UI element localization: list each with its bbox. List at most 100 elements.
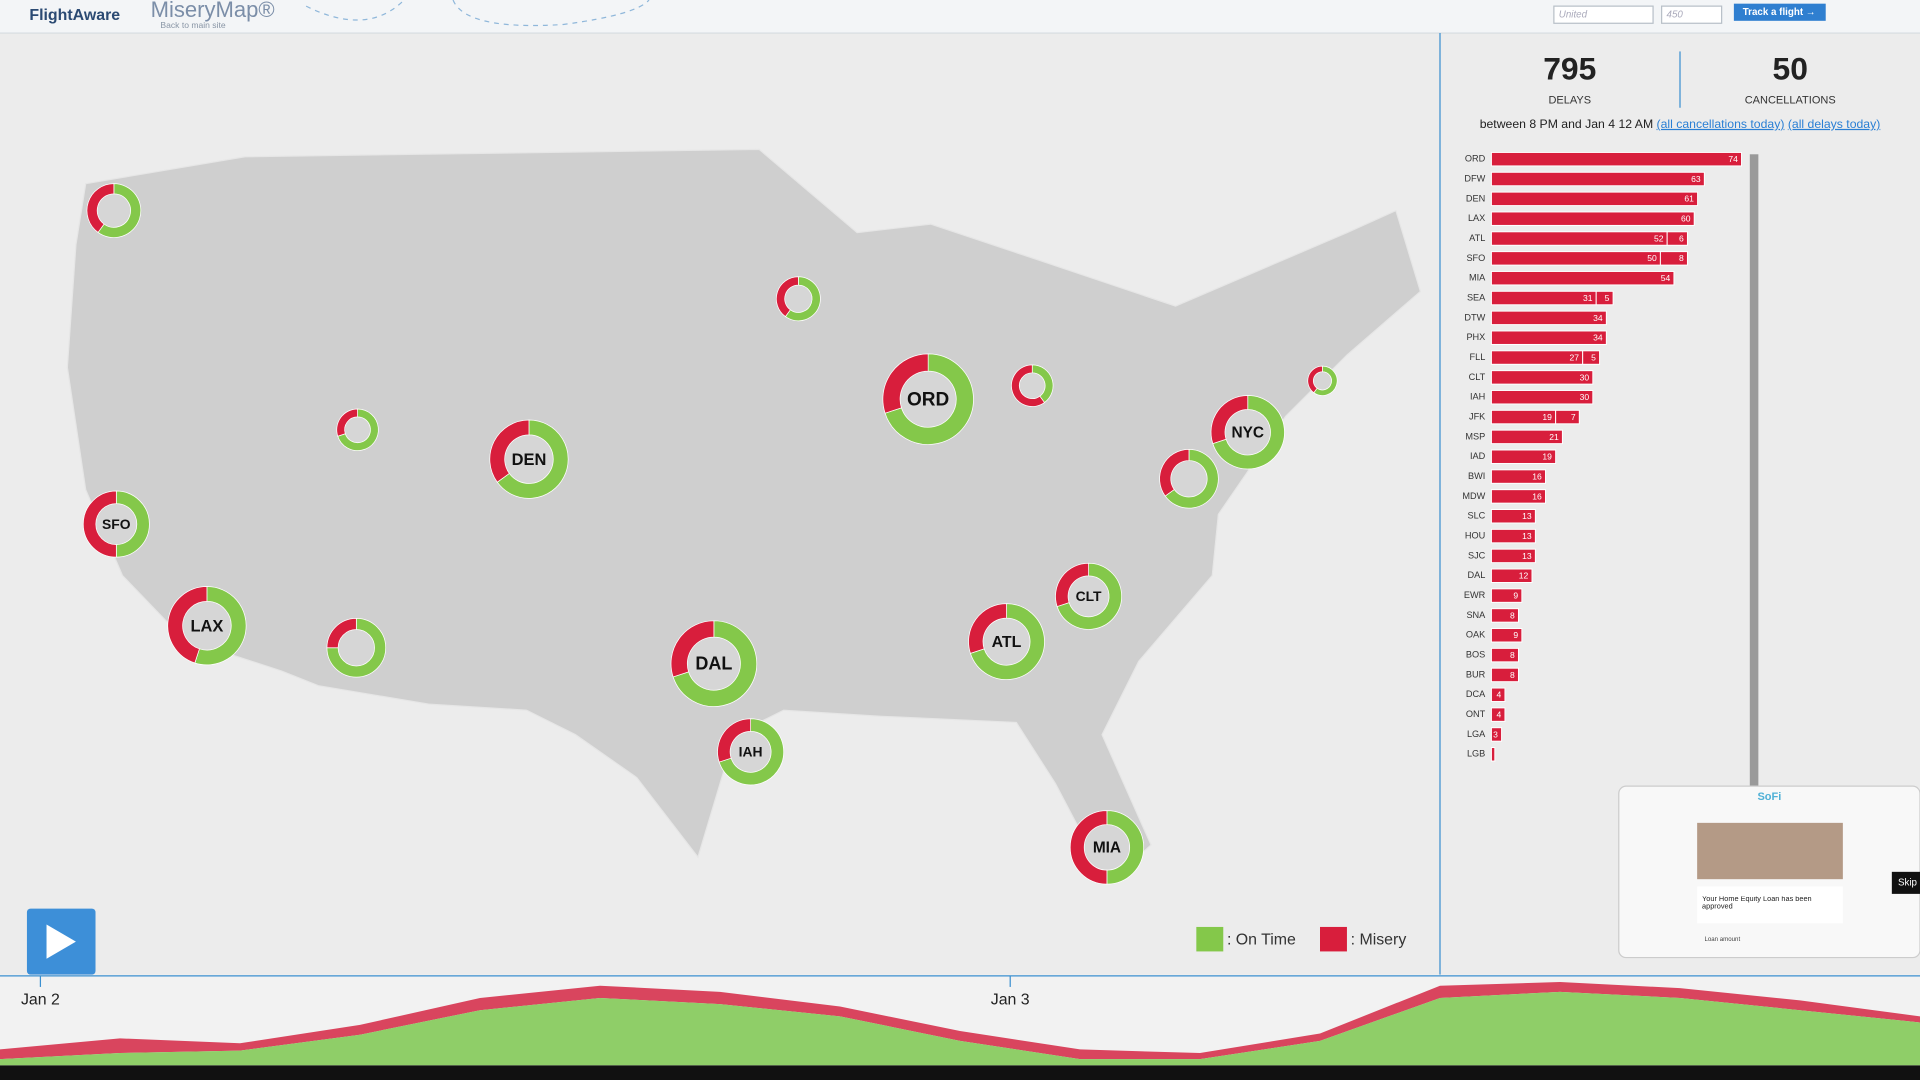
bar-segment: [1490, 548, 1536, 564]
airport-label: MIA: [1469, 273, 1486, 283]
airport-label: EWR: [1464, 590, 1486, 600]
airport-label: DTW: [1464, 312, 1485, 322]
back-link[interactable]: Back to main site: [160, 20, 225, 30]
on-time-arc: [194, 586, 247, 666]
bar-segment: [1490, 231, 1668, 246]
airport-label: ORD: [1465, 154, 1486, 164]
bar-value-label: 9: [1513, 590, 1518, 600]
airport-label: LGA: [1467, 729, 1486, 739]
bar-segment: [1490, 568, 1533, 583]
misery-arc: [1055, 562, 1089, 608]
airport-code: LAX: [191, 617, 224, 635]
cancellations-link[interactable]: (all cancellations today): [1657, 117, 1785, 131]
bar-value-label: 34: [1593, 333, 1603, 343]
airport-label: PHX: [1466, 332, 1485, 342]
bar-segment: [1490, 251, 1661, 266]
misery-arc: [167, 586, 208, 664]
bar-value-label: 16: [1532, 471, 1542, 481]
bar-segment: [1490, 310, 1607, 326]
track-button[interactable]: [1733, 3, 1826, 21]
airline-input[interactable]: [1553, 5, 1654, 24]
airport-label: SFO: [1466, 253, 1485, 263]
bar-segment: [1490, 727, 1503, 742]
bar-value-label: 30: [1580, 372, 1590, 382]
misery-arc: [717, 718, 751, 763]
airport-code: CLT: [1076, 588, 1102, 604]
bar-value-label: 13: [1522, 511, 1532, 521]
ad-image: [1697, 822, 1843, 880]
bar-segment: [1490, 151, 1743, 167]
bar-value-label: 8: [1510, 610, 1515, 620]
decoration: [305, 0, 650, 27]
airport-label: ATL: [1469, 233, 1485, 243]
airport-label: DCA: [1466, 689, 1486, 699]
skip-button[interactable]: [1891, 871, 1920, 894]
app-name: MiseryMap®: [151, 0, 275, 22]
donut-hole: [1170, 460, 1208, 497]
airline-placeholder: United: [1559, 9, 1588, 20]
bar-segment: [1490, 528, 1536, 544]
misery-arc: [1011, 364, 1045, 407]
skip-label[interactable]: Skip: [1898, 877, 1918, 888]
misery-arc: [489, 419, 530, 483]
bar-segment: [1490, 667, 1519, 683]
donut-hole: [504, 434, 554, 484]
bar-value-label: 8: [1510, 650, 1515, 660]
cancellations-count: 50: [1773, 50, 1808, 86]
bar-segment: [1490, 290, 1597, 306]
period-line: between 8 PM and Jan 4 12 AM (all cancel…: [1480, 117, 1881, 131]
track-button-label[interactable]: Track a flight →: [1743, 7, 1816, 18]
bar-value-label: 9: [1513, 630, 1518, 640]
misery-arc: [1307, 365, 1323, 394]
on-time-arc: [884, 353, 974, 445]
on-time-arc: [337, 408, 379, 451]
delays-link[interactable]: (all delays today): [1788, 117, 1880, 131]
airport-label: OAK: [1466, 630, 1486, 640]
bar-segment: [1490, 588, 1523, 603]
bar-value-label: 8: [1679, 253, 1684, 263]
flight-placeholder: 450: [1667, 9, 1684, 20]
airport-label: SJC: [1468, 550, 1486, 560]
on-time-arc: [1106, 810, 1144, 885]
bar-segment: [1490, 687, 1506, 703]
airport-code: ORD: [907, 389, 949, 410]
donut-hole: [1068, 575, 1110, 617]
airport-label: DFW: [1464, 173, 1485, 183]
play-icon[interactable]: [46, 924, 76, 959]
misery-arc: [776, 276, 799, 318]
airport-label: SLC: [1467, 511, 1485, 521]
scrollbar[interactable]: [1749, 154, 1759, 787]
legend-label: : On Time: [1227, 932, 1296, 949]
play-button[interactable]: [26, 908, 96, 975]
donut-hole: [344, 416, 371, 443]
bar-value-label: 63: [1691, 174, 1701, 184]
airport-code: IAH: [739, 744, 763, 760]
bar-segment: [1490, 370, 1594, 385]
airport-label: IAH: [1470, 392, 1485, 402]
airport-label: SNA: [1466, 610, 1486, 620]
on-time-arc: [718, 718, 785, 786]
bar-segment: [1555, 409, 1580, 425]
bar-value-label: 21: [1549, 432, 1559, 442]
on-time-arc: [672, 620, 758, 707]
ad-headline-box: Your Home Equity Loan has been approved: [1702, 896, 1812, 911]
airport-label: FLL: [1469, 352, 1485, 362]
misery-arc: [670, 620, 715, 678]
bar-value-label: 12: [1519, 571, 1529, 581]
on-time-arc: [1212, 395, 1285, 470]
bar-value-label: 34: [1593, 313, 1603, 323]
airport-label: JFK: [1469, 411, 1486, 421]
bar-value-label: 5: [1591, 352, 1596, 362]
misery-arc: [336, 408, 358, 437]
bar-segment: [1490, 449, 1557, 464]
flight-input[interactable]: [1661, 5, 1723, 24]
logo[interactable]: FlightAware: [29, 7, 120, 24]
airport-label: ONT: [1466, 709, 1486, 719]
airport-code: DAL: [695, 654, 732, 674]
ad-field: Loan amount: [1704, 936, 1740, 943]
airport-label: LGB: [1467, 749, 1485, 759]
bar-value-label: 5: [1605, 293, 1610, 303]
airport-label: BOS: [1466, 650, 1485, 660]
bar-value-label: 74: [1728, 154, 1738, 164]
